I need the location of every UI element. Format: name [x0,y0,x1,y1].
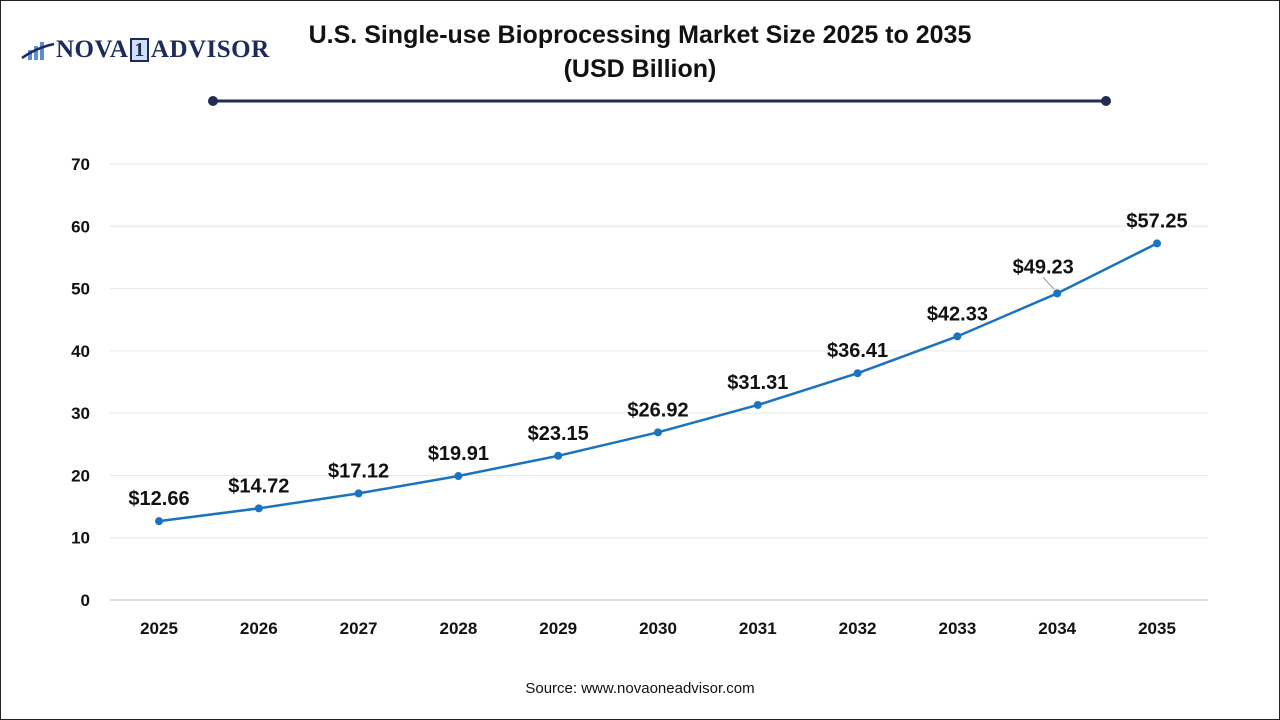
nova-advisor-logo: NOVA 1 ADVISOR [20,36,270,64]
data-point [155,517,163,526]
y-tick-label: 30 [71,404,90,423]
source-note: Source: www.novaoneadvisor.com [525,680,755,697]
data-point [1053,289,1062,298]
x-tick-label: 2029 [539,619,577,638]
x-tick-label: 2030 [639,619,677,638]
data-point [454,471,463,480]
bar-chart-logo-icon [21,42,55,60]
data-label: $57.25 [1126,210,1187,232]
chart-title-line2: (USD Billion) [563,55,717,83]
data-label: $49.23 [1013,256,1074,278]
x-tick-label: 2026 [240,619,278,638]
data-label: $14.72 [228,475,289,497]
series-line [158,242,1158,523]
title-rule-left-dot [208,96,218,106]
y-tick-label: 60 [71,217,90,236]
chart-title-line1: U.S. Single-use Bioprocessing Market Siz… [308,21,972,49]
x-tick-label: 2027 [340,619,378,638]
x-tick-label: 2031 [739,619,777,638]
data-label: $36.41 [827,340,888,362]
y-tick-label: 70 [71,155,90,174]
x-tick-label: 2035 [1138,619,1176,638]
data-point [354,489,363,498]
y-tick-label: 10 [71,529,90,548]
chart-title: U.S. Single-use Bioprocessing Market Siz… [300,18,980,86]
y-tick-label: 20 [71,466,90,485]
data-label: $31.31 [727,372,788,394]
data-label: $26.92 [627,399,688,421]
data-label: $42.33 [927,303,988,325]
y-tick-label: 40 [71,342,90,361]
data-point [753,400,762,409]
data-point [953,332,962,341]
data-label: $17.12 [328,460,389,482]
x-tick-label: 2033 [938,619,976,638]
x-tick-label: 2034 [1038,619,1076,638]
data-label: $12.66 [128,488,189,510]
logo-text-advisor: ADVISOR [150,36,270,63]
data-label: $19.91 [428,443,489,465]
y-tick-label: 50 [71,280,90,299]
y-tick-label: 0 [81,591,90,610]
x-tick-label: 2025 [140,619,178,638]
data-label-leader [1042,277,1055,290]
logo-text-nova: NOVA [56,36,129,63]
data-point [554,451,563,460]
data-point [853,369,862,378]
x-tick-label: 2028 [439,619,477,638]
data-point [654,428,662,437]
logo-text-one: 1 [130,38,149,62]
x-tick-label: 2032 [839,619,877,638]
data-point [254,504,263,513]
data-point [1153,239,1161,248]
title-rule-right-dot [1101,96,1111,106]
data-label: $23.15 [528,423,589,445]
